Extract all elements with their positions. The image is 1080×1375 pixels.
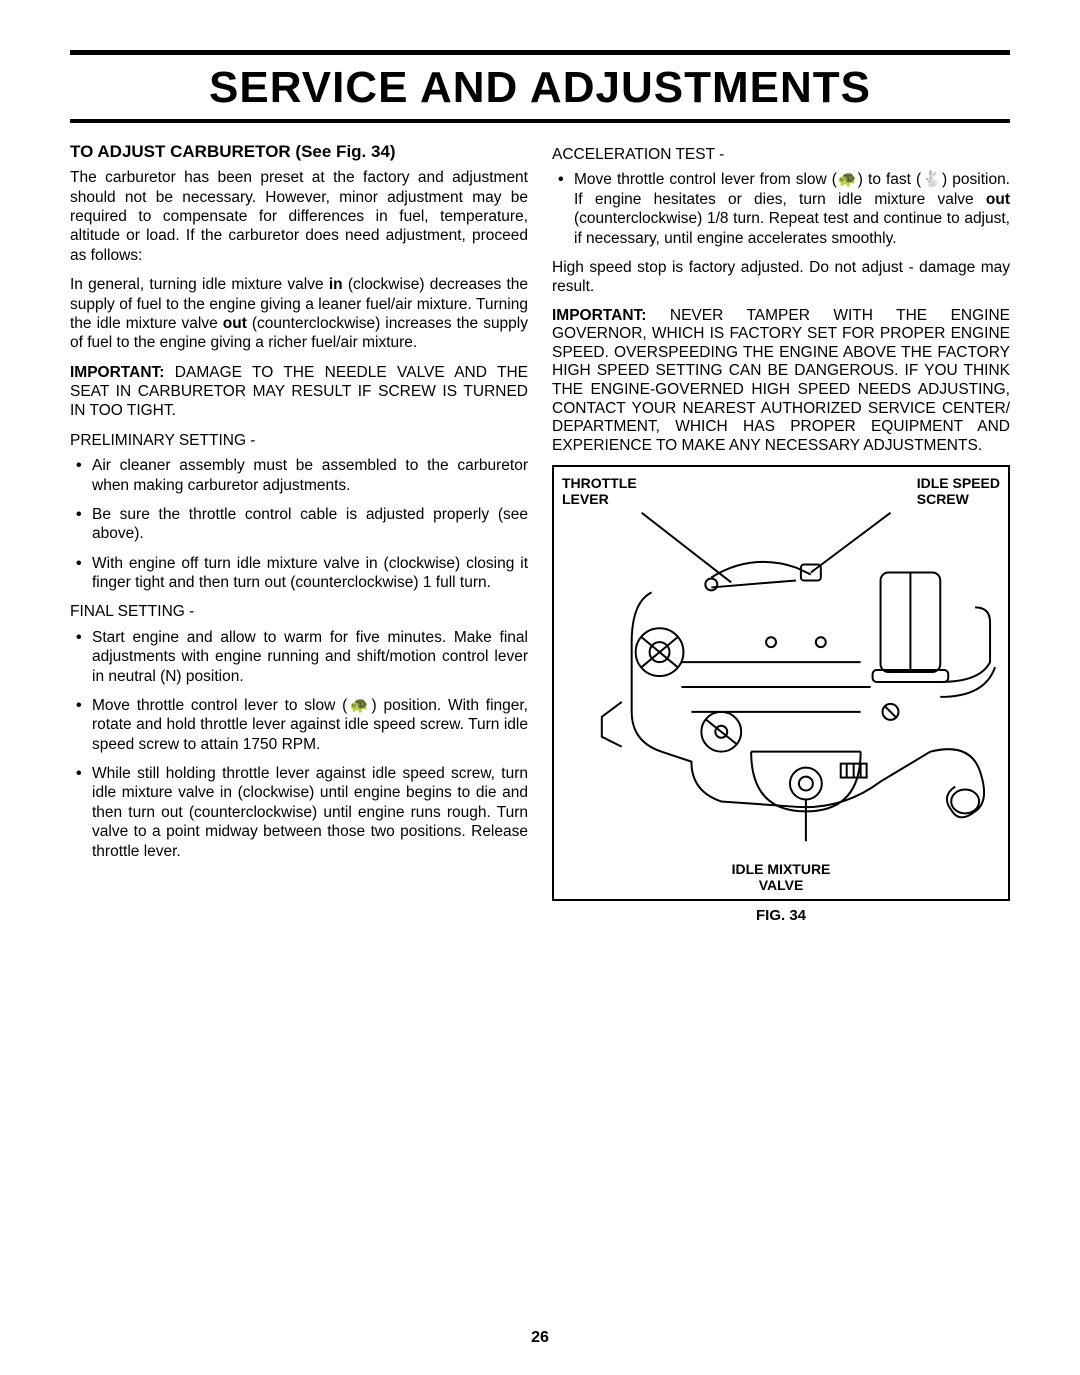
carburetor-diagram <box>562 512 1000 852</box>
final-setting-heading: FINAL SETTING - <box>70 602 528 621</box>
list-item: With engine off turn idle mixture valve … <box>70 554 528 593</box>
acceleration-list: Move throttle control lever from slow (🐢… <box>552 170 1010 248</box>
preliminary-heading: PRELIMINARY SETTING - <box>70 431 528 450</box>
important-label: IMPORTANT: <box>552 307 646 324</box>
label-line: IDLE MIXTURE <box>732 861 831 877</box>
important-text: NEVER TAMPER WITH THE ENGINE GOVERNOR, W… <box>552 307 1010 454</box>
figure-34-box: THROTTLE LEVER IDLE SPEED SCREW <box>552 465 1010 901</box>
throttle-lever-label: THROTTLE LEVER <box>562 475 637 507</box>
intro-paragraph: The carburetor has been preset at the fa… <box>70 168 528 265</box>
page-title: SERVICE AND ADJUSTMENTS <box>70 63 1010 113</box>
list-item: Move throttle control lever to slow (🐢) … <box>70 696 528 754</box>
text: In general, turning idle mixture valve <box>70 276 329 293</box>
bold-out: out <box>986 191 1010 208</box>
right-column: ACCELERATION TEST - Move throttle contro… <box>552 141 1010 926</box>
important-needle-valve: IMPORTANT: DAMAGE TO THE NEEDLE VALVE AN… <box>70 363 528 421</box>
list-item: Start engine and allow to warm for five … <box>70 628 528 686</box>
carburetor-heading: TO ADJUST CARBURETOR (See Fig. 34) <box>70 141 528 162</box>
list-item: While still holding throttle lever again… <box>70 764 528 861</box>
important-label: IMPORTANT: <box>70 364 164 381</box>
list-item: Move throttle control lever from slow (🐢… <box>552 170 1010 248</box>
acceleration-heading: ACCELERATION TEST - <box>552 145 1010 164</box>
important-governor: IMPORTANT: NEVER TAMPER WITH THE ENGINE … <box>552 307 1010 456</box>
label-line: THROTTLE <box>562 475 637 491</box>
idle-speed-screw-label: IDLE SPEED SCREW <box>917 475 1000 507</box>
page-number: 26 <box>0 1329 1080 1347</box>
manual-page: SERVICE AND ADJUSTMENTS TO ADJUST CARBUR… <box>0 0 1080 956</box>
figure-caption: FIG. 34 <box>552 907 1010 926</box>
mixture-paragraph: In general, turning idle mixture valve i… <box>70 275 528 353</box>
figure-top-labels: THROTTLE LEVER IDLE SPEED SCREW <box>562 475 1000 507</box>
label-line: VALVE <box>759 877 804 893</box>
preliminary-list: Air cleaner assembly must be assembled t… <box>70 456 528 592</box>
left-column: TO ADJUST CARBURETOR (See Fig. 34) The c… <box>70 141 528 926</box>
bold-out: out <box>223 315 247 332</box>
label-line: IDLE SPEED <box>917 475 1000 491</box>
text: Move throttle control lever from slow (🐢… <box>574 171 1010 207</box>
list-item: Be sure the throttle control cable is ad… <box>70 505 528 544</box>
label-line: LEVER <box>562 491 609 507</box>
two-column-layout: TO ADJUST CARBURETOR (See Fig. 34) The c… <box>70 141 1010 926</box>
text: (counterclockwise) 1/8 turn. Repeat test… <box>574 210 1010 246</box>
final-list: Start engine and allow to warm for five … <box>70 628 528 861</box>
bold-in: in <box>329 276 343 293</box>
top-rule <box>70 50 1010 55</box>
idle-mixture-valve-label: IDLE MIXTURE VALVE <box>562 861 1000 893</box>
title-underline <box>70 119 1010 123</box>
highspeed-paragraph: High speed stop is factory adjusted. Do … <box>552 258 1010 297</box>
label-line: SCREW <box>917 491 969 507</box>
list-item: Air cleaner assembly must be assembled t… <box>70 456 528 495</box>
